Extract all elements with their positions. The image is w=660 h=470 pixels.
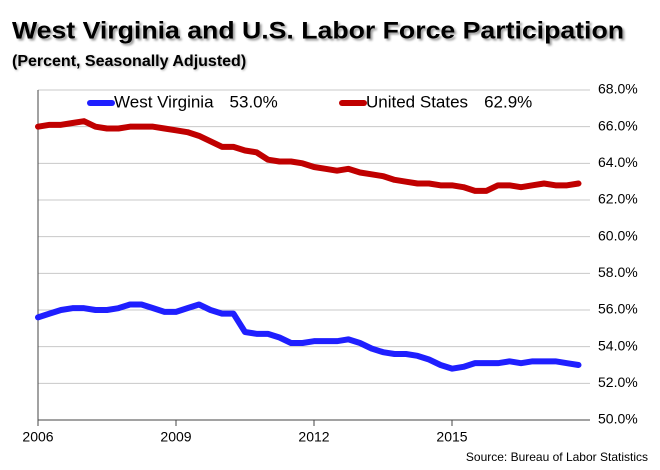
x-tick-label: 2006 [22, 429, 53, 445]
y-tick-label: 68.0% [598, 81, 638, 97]
series-line [35, 118, 582, 194]
y-tick-label: 54.0% [598, 337, 638, 353]
y-tick-label: 58.0% [598, 264, 638, 280]
y-tick-label: 56.0% [598, 301, 638, 317]
y-tick-label: 60.0% [598, 227, 638, 243]
y-tick-label: 64.0% [598, 154, 638, 170]
x-tick-label: 2015 [436, 429, 467, 445]
x-tick-label: 2012 [298, 429, 329, 445]
legend-value: 62.9% [484, 92, 532, 111]
chart-subtitle: (Percent, Seasonally Adjusted) [12, 53, 246, 70]
y-tick-label: 66.0% [598, 117, 638, 133]
legend-label: United States [366, 92, 468, 111]
y-tick-label: 62.0% [598, 191, 638, 207]
x-tick-label: 2009 [160, 429, 191, 445]
chart-title: West Virginia and U.S. Labor Force Parti… [12, 17, 624, 44]
legend-value: 53.0% [230, 92, 278, 111]
legend-label: West Virginia [114, 92, 214, 111]
y-tick-label: 50.0% [598, 411, 638, 427]
source-note: Source: Bureau of Labor Statistics [466, 450, 648, 464]
y-tick-label: 52.0% [598, 374, 638, 390]
series-line [35, 301, 582, 372]
